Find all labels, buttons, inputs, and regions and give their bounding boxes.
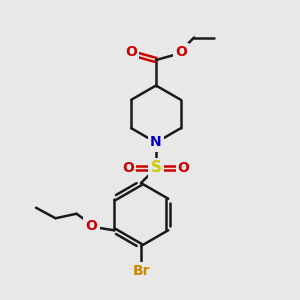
Text: S: S (151, 160, 161, 175)
Text: O: O (178, 161, 190, 175)
Text: O: O (175, 46, 187, 59)
Text: N: N (150, 136, 162, 149)
Text: Br: Br (132, 264, 150, 278)
Text: O: O (122, 161, 134, 175)
Text: O: O (85, 219, 98, 233)
Text: O: O (125, 46, 137, 59)
